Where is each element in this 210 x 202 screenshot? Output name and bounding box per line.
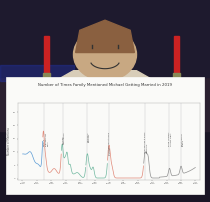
Text: College
Graduation: College Graduation: [63, 132, 65, 144]
Polygon shape: [76, 20, 134, 53]
Polygon shape: [32, 71, 178, 141]
Bar: [43, 73, 50, 81]
Bar: [0, 0, 210, 131]
Bar: [174, 36, 179, 77]
Text: First time Mentioned
a Fling: First time Mentioned a Fling: [109, 132, 111, 155]
Text: Relationship
Ended: Relationship Ended: [181, 132, 184, 146]
Polygon shape: [10, 101, 42, 141]
Bar: [0, 65, 74, 81]
Text: Number of Times Family Mentioned Michael Getting Married in 2019: Number of Times Family Mentioned Michael…: [38, 83, 172, 87]
Bar: [0, 0, 210, 77]
Bar: [173, 73, 180, 81]
Bar: [44, 36, 49, 77]
Polygon shape: [168, 101, 199, 141]
Text: Brad 'Ringer'
Threat Fight: Brad 'Ringer' Threat Fight: [169, 132, 172, 146]
Bar: [6, 77, 204, 194]
Text: Gran Brings it Back
'Blessing': Gran Brings it Back 'Blessing': [145, 132, 147, 153]
Text: Michael's
Birthday: Michael's Birthday: [87, 132, 90, 142]
Text: Sister's
Engagement
Party: Sister's Engagement Party: [44, 132, 48, 146]
Y-axis label: Number of Mentions: Number of Mentions: [7, 127, 10, 155]
Ellipse shape: [74, 28, 136, 81]
